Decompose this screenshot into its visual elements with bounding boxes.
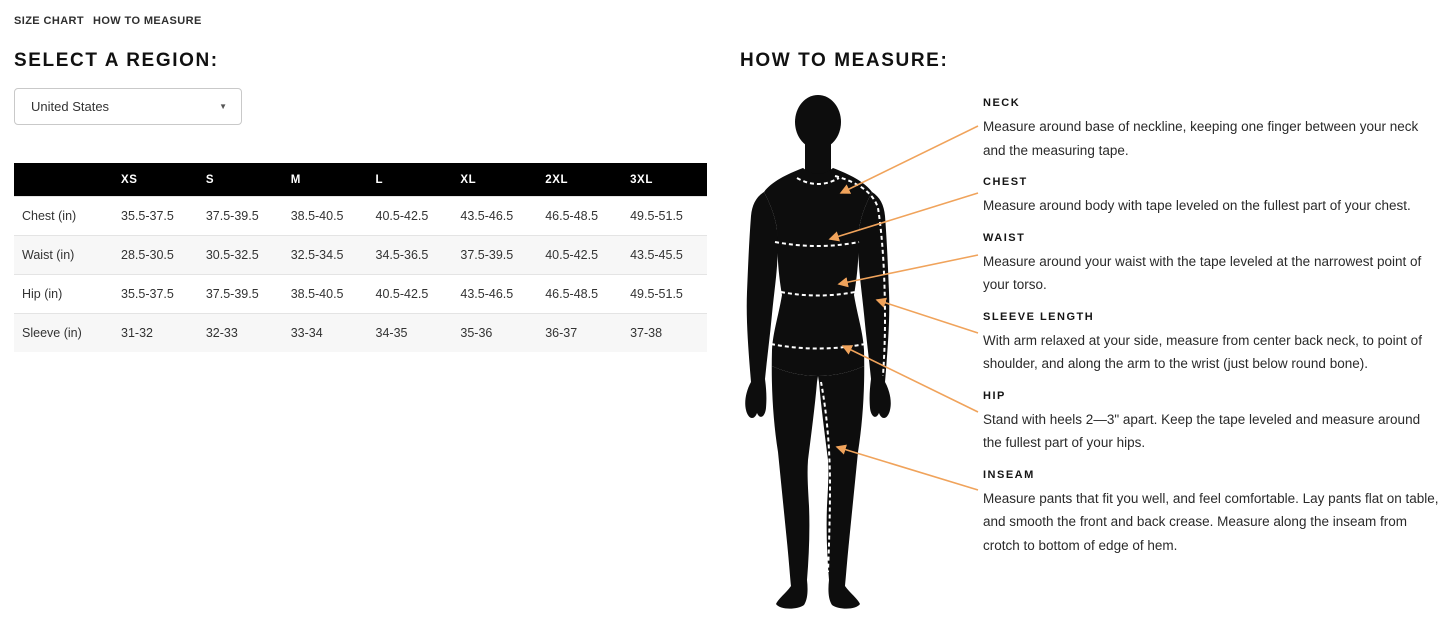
inseam-dash-line xyxy=(820,381,832,573)
right-leg-shape xyxy=(818,350,865,609)
size-table-col-l: L xyxy=(367,163,453,197)
measure-section-text: Stand with heels 2—3" apart. Keep the ta… xyxy=(983,411,1421,451)
waist-arrow xyxy=(837,254,979,288)
torso-shape xyxy=(764,168,872,376)
table-row: Chest (in) 35.5-37.5 37.5-39.5 38.5-40.5 40.… xyxy=(14,196,707,236)
table-row: Sleeve (in) 31-32 32-33 33-34 34-35 35-36 36-3… xyxy=(14,313,707,352)
size-table-col-3xl: 3XL xyxy=(622,163,707,197)
size-value-cell: 32.5-34.5 xyxy=(282,235,368,275)
how-to-measure-heading: HOW TO MEASURE: xyxy=(740,50,949,71)
size-value-cell: 43.5-46.5 xyxy=(452,274,538,314)
hip-arrow xyxy=(841,345,979,413)
neck-arrow xyxy=(839,125,979,194)
size-value-cell: 28.5-30.5 xyxy=(113,235,198,275)
row-label: Chest (in) xyxy=(14,196,113,236)
region-select[interactable]: United States ▼ xyxy=(14,88,242,125)
sleeve-arrow xyxy=(875,297,979,334)
size-value-cell: 36-37 xyxy=(537,313,623,352)
size-value-cell: 49.5-51.5 xyxy=(622,196,707,236)
neck-dash-line xyxy=(796,177,840,185)
measure-section-neck: NECK Measure around base of neckline, kee… xyxy=(983,97,1439,162)
size-table-header-row: XS S M L XL 2XL 3XL xyxy=(14,163,707,197)
chevron-down-icon: ▼ xyxy=(219,102,227,111)
size-value-cell: 43.5-46.5 xyxy=(452,196,538,236)
measure-section-label: SLEEVE LENGTH xyxy=(983,310,1095,323)
right-arm-shape xyxy=(858,192,891,419)
size-value-cell: 35-36 xyxy=(452,313,538,352)
measure-section-text: Measure around base of neckline, keeping… xyxy=(983,119,1419,158)
row-label: Sleeve (in) xyxy=(14,313,113,352)
size-value-cell: 38.5-40.5 xyxy=(282,274,368,314)
row-label: Hip (in) xyxy=(14,274,113,314)
size-value-cell: 49.5-51.5 xyxy=(622,274,707,314)
size-value-cell: 46.5-48.5 xyxy=(537,196,623,236)
size-value-cell: 38.5-40.5 xyxy=(282,196,368,236)
select-region-heading: SELECT A REGION: xyxy=(14,50,219,71)
measure-section-text: Measure around your waist with the tape … xyxy=(983,253,1422,293)
head-shape xyxy=(795,95,841,149)
size-table-corner xyxy=(14,163,113,197)
measure-section-text: With arm relaxed at your side, measure f… xyxy=(983,332,1422,372)
size-value-cell: 34-35 xyxy=(367,313,453,352)
size-value-cell: 37.5-39.5 xyxy=(197,196,283,236)
measure-section-label: WAIST xyxy=(983,231,1026,244)
size-value-cell: 37.5-39.5 xyxy=(452,235,538,275)
measure-section-text: Measure pants that fit you well, and fee… xyxy=(983,490,1439,553)
table-row: Waist (in) 28.5-30.5 30.5-32.5 32.5-34.5 34.… xyxy=(14,235,707,275)
size-value-cell: 34.5-36.5 xyxy=(367,235,453,275)
size-value-cell: 46.5-48.5 xyxy=(537,274,623,314)
tab-size-chart[interactable]: SIZE CHART xyxy=(14,15,84,27)
size-value-cell: 33-34 xyxy=(282,313,368,352)
silhouette-shapes xyxy=(745,95,891,609)
left-arm-shape xyxy=(745,192,778,419)
measure-section-sleeve-length: SLEEVE LENGTH With arm relaxed at your si… xyxy=(983,311,1439,376)
measure-instructions: NECK Measure around base of neckline, kee… xyxy=(983,97,1439,571)
measure-section-label: HIP xyxy=(983,389,1006,402)
table-row: Hip (in) 35.5-37.5 37.5-39.5 38.5-40.5 40.5-… xyxy=(14,274,707,314)
size-value-cell: 37-38 xyxy=(622,313,707,352)
chest-arrow xyxy=(828,192,979,242)
size-table-col-m: M xyxy=(282,163,368,197)
size-table-col-xl: XL xyxy=(452,163,538,197)
neck-shape xyxy=(805,136,831,177)
region-selected-value: United States xyxy=(31,99,110,114)
size-value-cell: 40.5-42.5 xyxy=(537,235,623,275)
measure-section-text: Measure around body with tape leveled on… xyxy=(983,198,1411,213)
measure-section-label: INSEAM xyxy=(983,468,1035,481)
measure-section-waist: WAIST Measure around your waist with the … xyxy=(983,232,1439,297)
row-label: Waist (in) xyxy=(14,235,113,275)
size-value-cell: 37.5-39.5 xyxy=(197,274,283,314)
size-table-col-s: S xyxy=(197,163,283,197)
size-table-col-2xl: 2XL xyxy=(537,163,623,197)
size-value-cell: 43.5-45.5 xyxy=(622,235,707,275)
tab-how-to-measure[interactable]: HOW TO MEASURE xyxy=(93,15,202,27)
size-value-cell: 31-32 xyxy=(113,313,198,352)
inseam-arrow xyxy=(835,444,979,491)
measure-section-label: CHEST xyxy=(983,176,1028,188)
size-value-cell: 35.5-37.5 xyxy=(113,196,198,236)
measure-section-chest: CHEST Measure around body with tape level… xyxy=(983,176,1439,218)
chest-dash-line xyxy=(774,241,860,247)
size-table-col-xs: XS xyxy=(113,163,198,197)
waist-dash-line xyxy=(780,291,856,297)
size-table: XS S M L XL 2XL 3XL Chest (in) 35.5-37.5 37.5-39… xyxy=(14,163,707,352)
hip-dash-line xyxy=(770,343,866,350)
size-value-cell: 30.5-32.5 xyxy=(197,235,283,275)
measure-section-label: NECK xyxy=(983,97,1021,109)
size-value-cell: 32-33 xyxy=(197,313,283,352)
size-value-cell: 35.5-37.5 xyxy=(113,274,198,314)
tab-bar: SIZE CHART HOW TO MEASURE xyxy=(14,15,202,27)
size-value-cell: 40.5-42.5 xyxy=(367,196,453,236)
size-value-cell: 40.5-42.5 xyxy=(367,274,453,314)
measure-section-inseam: INSEAM Measure pants that fit you well, a… xyxy=(983,469,1439,558)
body-silhouette xyxy=(745,95,979,609)
measure-section-hip: HIP Stand with heels 2—3" apart. Keep the… xyxy=(983,390,1439,455)
pointer-arrows xyxy=(828,125,979,491)
left-leg-shape xyxy=(771,350,818,609)
measure-dash-lines xyxy=(770,175,887,573)
